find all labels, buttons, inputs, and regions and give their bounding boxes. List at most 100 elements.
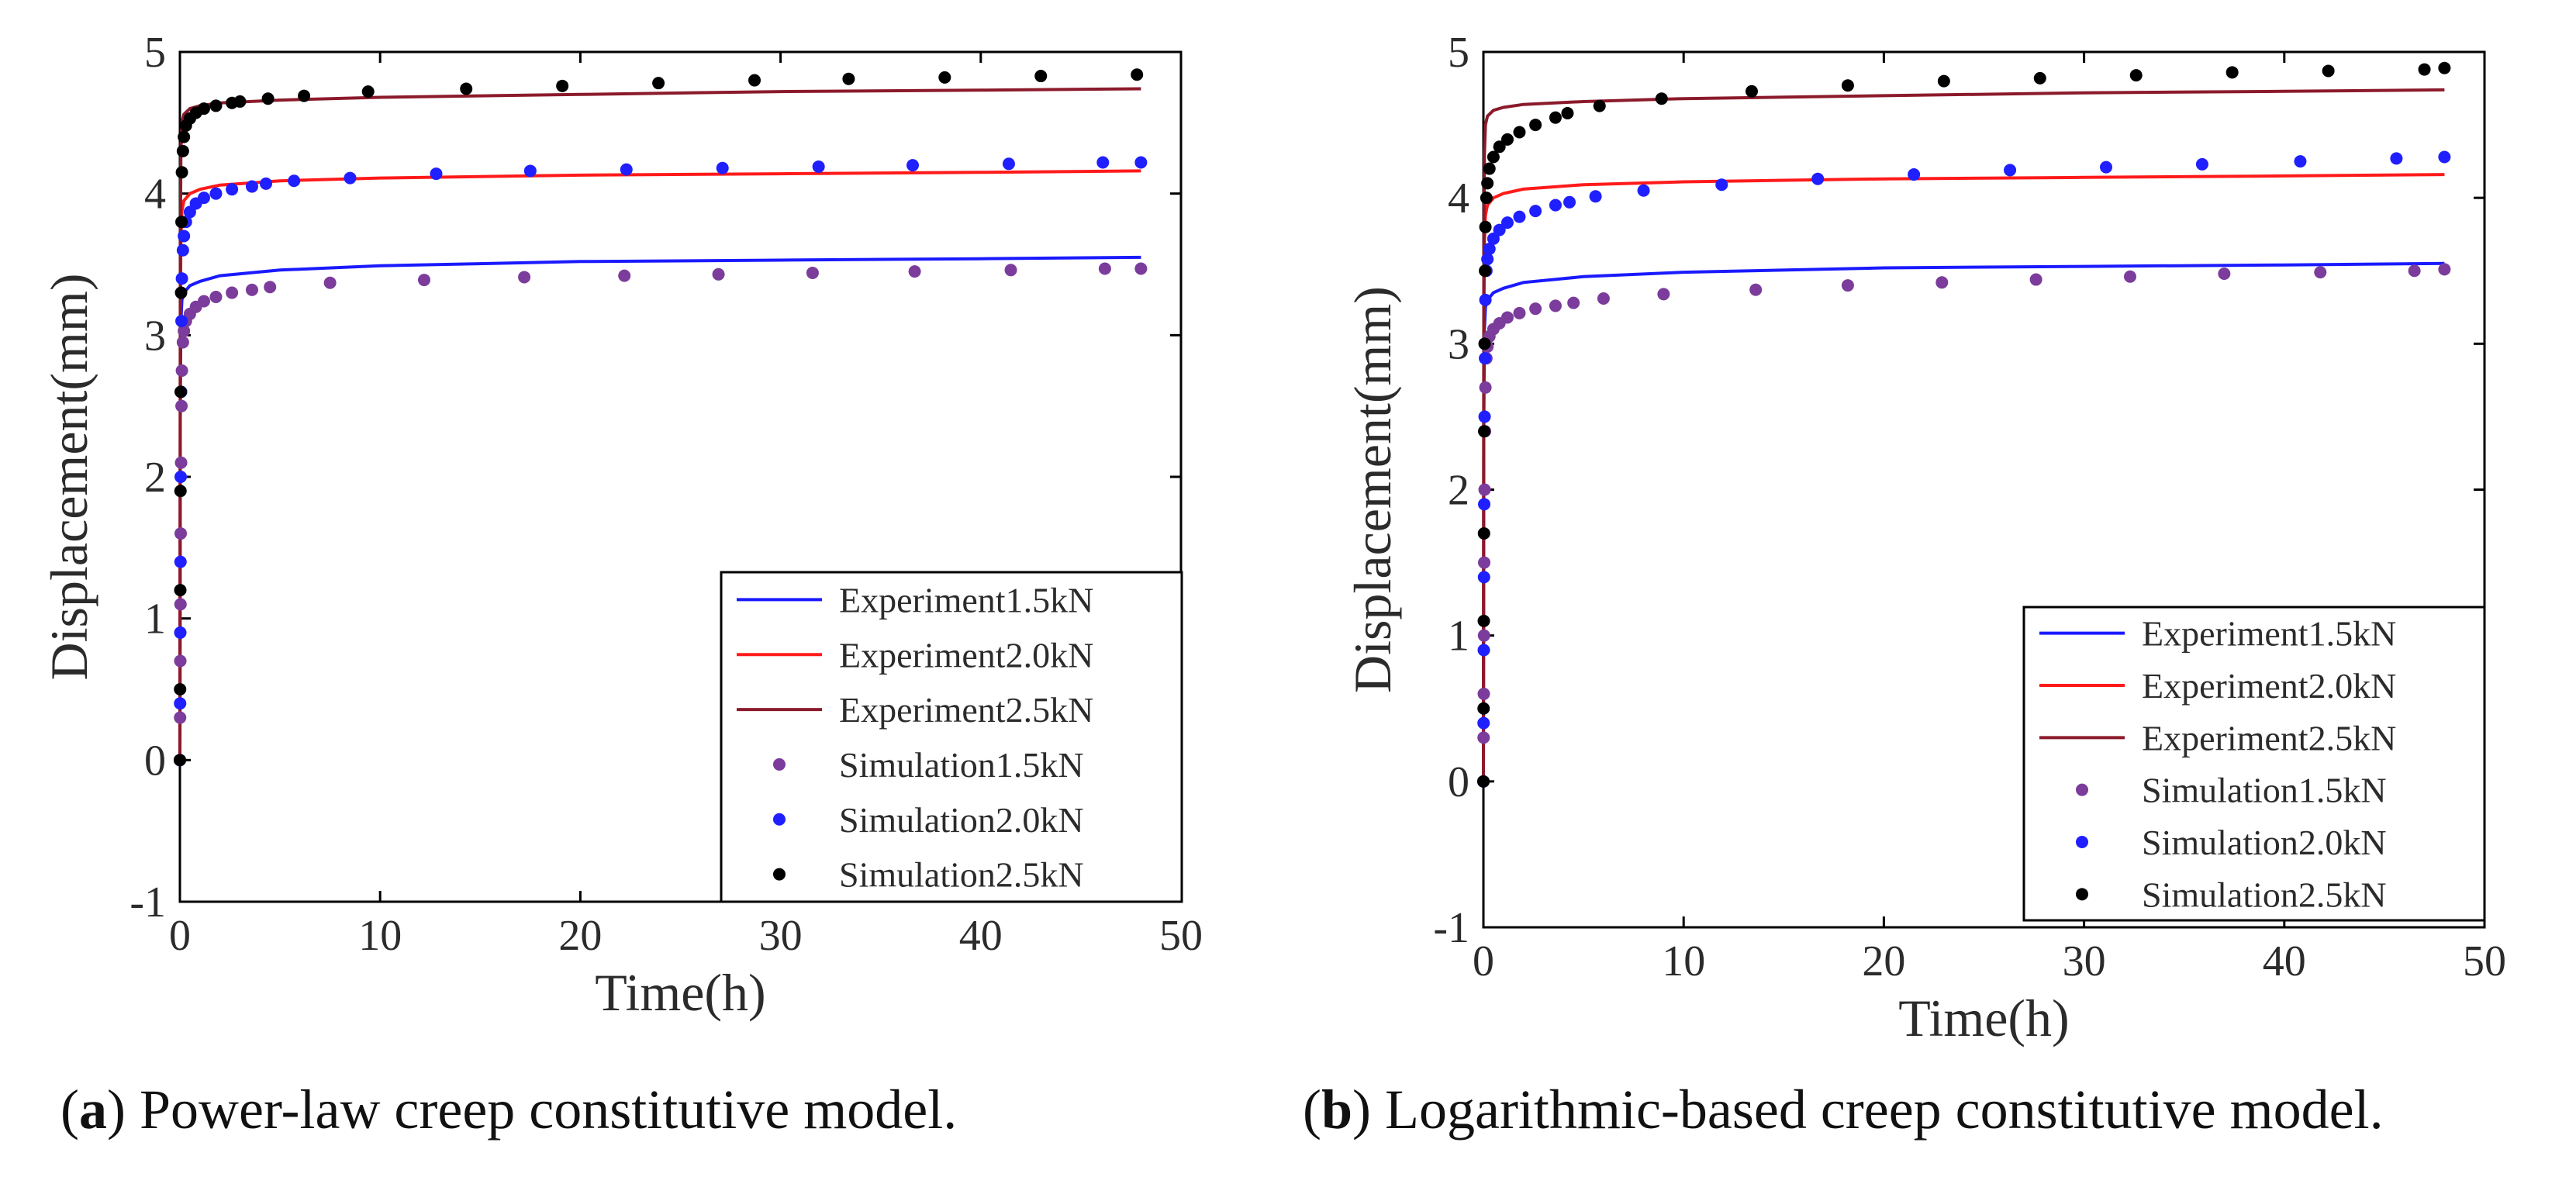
data-point-Simulation1.5kN (1749, 283, 1763, 296)
data-point-Simulation1.5kN (908, 265, 921, 278)
y-tick-label: 3 (1448, 320, 1469, 368)
x-tick-label: 10 (358, 912, 402, 960)
legend-label: Experiment2.5kN (2142, 718, 2396, 758)
data-point-Simulation1.5kN (1657, 288, 1670, 301)
data-point-Simulation2.5kN (2322, 64, 2335, 78)
data-point-Simulation1.5kN (226, 286, 239, 299)
y-tick-label: -1 (129, 878, 166, 927)
data-point-Simulation2.0kN (1500, 216, 1514, 230)
data-point-Simulation2.0kN (174, 697, 187, 710)
y-axis-label: Displacement(mm) (40, 274, 98, 681)
caption-b-text: Logarithmic-based creep constitutive mod… (1385, 1078, 2384, 1141)
caption-a-letter: a (78, 1078, 107, 1141)
data-point-Simulation2.5kN (261, 92, 275, 105)
data-point-Simulation1.5kN (1841, 279, 1854, 292)
data-point-Simulation1.5kN (1098, 262, 1111, 275)
data-point-Simulation2.5kN (174, 584, 187, 597)
data-point-Simulation2.0kN (175, 315, 188, 328)
data-point-Simulation2.0kN (344, 171, 357, 185)
data-point-Simulation1.5kN (418, 274, 431, 287)
data-point-Simulation2.0kN (1589, 190, 1602, 203)
data-point-Simulation2.5kN (178, 130, 191, 143)
x-tick-label: 50 (2463, 937, 2506, 985)
data-point-Simulation1.5kN (1134, 262, 1148, 275)
data-point-Simulation2.5kN (1477, 702, 1490, 715)
data-point-Simulation2.0kN (1002, 157, 1015, 171)
data-point-Simulation1.5kN (2408, 264, 2421, 278)
y-tick-label: -1 (1433, 904, 1469, 952)
data-point-Simulation1.5kN (174, 527, 188, 540)
data-point-Simulation2.5kN (842, 72, 855, 85)
data-point-Simulation2.0kN (906, 159, 920, 172)
data-point-Simulation2.0kN (1811, 172, 1825, 185)
data-point-Simulation1.5kN (1597, 292, 1610, 305)
data-point-Simulation2.5kN (1655, 92, 1668, 105)
chart-a: 0 10 20 30 40 50-1012345Time(h)Displacement(m… (40, 29, 1203, 1022)
legend-label: Experiment1.5kN (2142, 614, 2396, 654)
data-point-Simulation2.5kN (209, 99, 223, 112)
data-point-Simulation1.5kN (174, 654, 187, 668)
data-point-Simulation2.0kN (1637, 184, 1650, 197)
y-tick-label: 0 (144, 737, 166, 785)
y-tick-label: 3 (144, 312, 166, 360)
data-point-Simulation2.0kN (174, 626, 187, 639)
data-point-Simulation2.0kN (226, 183, 239, 196)
data-point-Simulation2.5kN (2418, 63, 2431, 76)
data-point-Simulation2.0kN (1529, 205, 1542, 218)
data-point-Simulation2.5kN (1529, 119, 1542, 132)
y-tick-label: 0 (1448, 758, 1469, 806)
data-point-Simulation2.0kN (1477, 716, 1490, 730)
legend-swatch-dot (773, 813, 786, 826)
data-point-Simulation1.5kN (1513, 306, 1526, 319)
data-point-Simulation2.5kN (233, 95, 247, 108)
legend-swatch-dot (2076, 783, 2088, 796)
x-tick-label: 40 (2263, 937, 2306, 985)
data-point-Simulation2.5kN (1745, 85, 1758, 98)
data-point-Simulation2.5kN (2226, 66, 2239, 79)
data-point-Simulation1.5kN (1500, 311, 1514, 324)
data-point-Simulation2.0kN (209, 187, 223, 200)
legend-label: Experiment2.0kN (2142, 666, 2396, 706)
data-point-Simulation2.5kN (174, 385, 188, 399)
y-tick-label: 2 (144, 454, 166, 502)
data-point-Simulation2.5kN (361, 85, 375, 98)
data-point-Simulation2.5kN (748, 74, 761, 87)
y-tick-label: 4 (144, 171, 166, 219)
data-point-Simulation2.5kN (1487, 150, 1500, 164)
data-point-Simulation1.5kN (1477, 687, 1490, 700)
data-point-Simulation2.0kN (1563, 195, 1576, 209)
data-point-Simulation1.5kN (1935, 276, 1949, 289)
data-point-Simulation2.0kN (197, 192, 210, 205)
data-point-Simulation1.5kN (174, 598, 187, 611)
data-point-Simulation1.5kN (2029, 273, 2042, 286)
data-point-Simulation2.5kN (174, 683, 187, 695)
legend-label: Simulation2.0kN (2142, 823, 2387, 862)
data-point-Simulation1.5kN (1478, 483, 1491, 496)
data-point-Simulation1.5kN (1477, 731, 1490, 744)
y-tick-label: 1 (144, 595, 166, 644)
data-point-Simulation2.5kN (460, 82, 473, 95)
data-point-Simulation1.5kN (178, 324, 191, 337)
data-point-Simulation2.5kN (1493, 140, 1506, 154)
data-point-Simulation2.0kN (174, 555, 187, 568)
data-point-Simulation1.5kN (209, 291, 223, 304)
data-point-Simulation1.5kN (1549, 299, 1562, 312)
data-point-Simulation2.5kN (1593, 99, 1606, 112)
data-point-Simulation1.5kN (618, 269, 631, 282)
legend-label: Simulation2.0kN (839, 800, 1084, 840)
x-tick-label: 20 (558, 912, 602, 960)
x-tick-label: 10 (1662, 937, 1705, 985)
caption-b: (b) Logarithmic-based creep constitutive… (1303, 1078, 2384, 1141)
data-point-Simulation1.5kN (1567, 296, 1580, 309)
y-axis-label: Displacement(mm) (1343, 286, 1402, 693)
data-point-Simulation2.0kN (1479, 352, 1492, 365)
data-point-Simulation2.0kN (1478, 498, 1491, 511)
data-point-Simulation2.5kN (2033, 71, 2046, 85)
legend-box (720, 571, 1183, 903)
x-tick-label: 30 (759, 912, 803, 960)
data-point-Simulation2.0kN (175, 272, 188, 285)
legend-label: Simulation2.5kN (2142, 875, 2387, 914)
legend-label: Experiment2.0kN (839, 635, 1093, 675)
data-point-Simulation2.0kN (1134, 156, 1148, 169)
